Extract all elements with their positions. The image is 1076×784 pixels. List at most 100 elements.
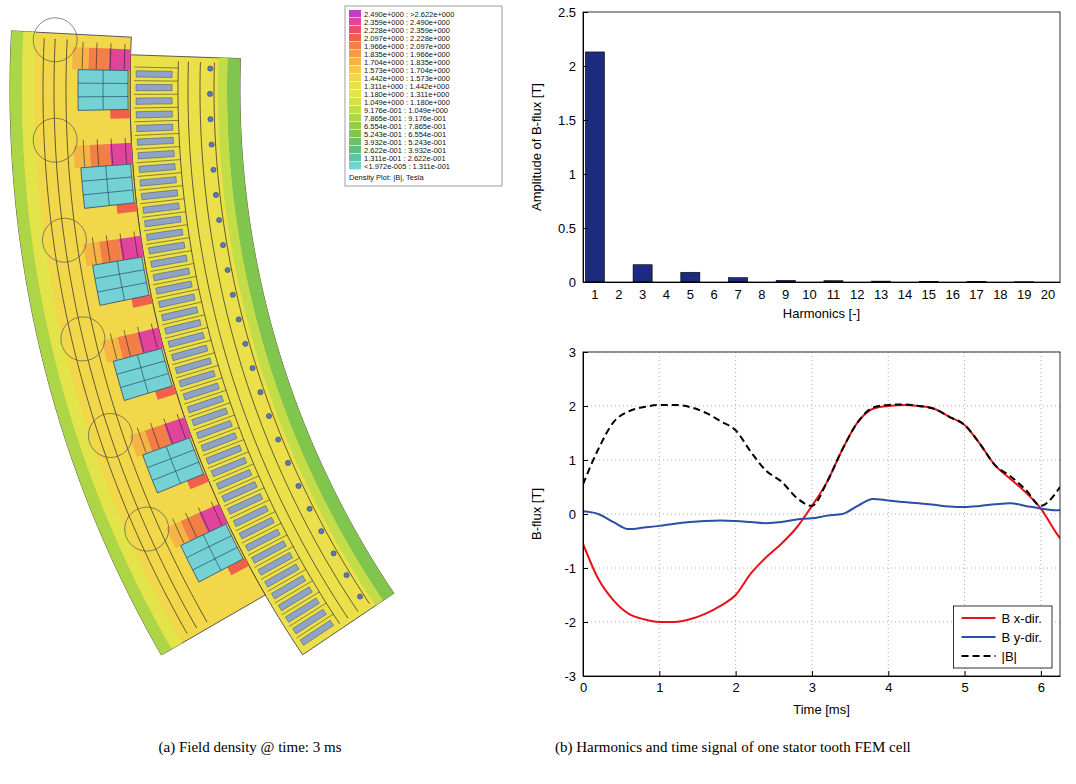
flux-line <box>124 330 130 356</box>
tick-label: 3 <box>569 345 576 360</box>
tick-mark <box>583 671 584 676</box>
tick: 2 <box>569 59 588 74</box>
flux-line <box>134 107 178 109</box>
line-chart: -3-2-101230123456Time [ms]B-flux [T]B x-… <box>529 345 1061 717</box>
slot-divider <box>117 261 124 300</box>
slot <box>141 190 177 200</box>
tick: 19 <box>1017 287 1031 302</box>
flux-line <box>177 414 186 438</box>
series-line <box>583 405 1060 622</box>
saturation-zone <box>99 239 122 264</box>
tick-mark <box>583 622 588 623</box>
legend-label: B x-dir. <box>1002 611 1042 626</box>
tick: 1 <box>569 167 588 182</box>
tick: -1 <box>564 561 588 576</box>
legend-swatch <box>349 66 361 73</box>
legend-title: Density Plot: |B|, Tesla <box>349 173 424 182</box>
slot <box>143 203 179 213</box>
saturation-zone <box>88 48 109 70</box>
flux-line <box>134 231 138 256</box>
tick-label: 19 <box>1017 287 1031 302</box>
core-region <box>218 58 383 606</box>
legend-swatch <box>349 74 361 81</box>
legend-swatch <box>349 146 361 153</box>
flux-line <box>138 327 144 352</box>
flux-line <box>164 419 173 444</box>
tick-label: 12 <box>850 287 864 302</box>
legend: B x-dir.B y-dir.|B| <box>954 606 1052 668</box>
tick-label: 0.5 <box>558 221 576 236</box>
tick-label: 16 <box>945 287 959 302</box>
legend-box <box>954 606 1052 668</box>
tick: 4 <box>885 671 892 695</box>
slot <box>136 84 172 90</box>
region-outline <box>61 317 105 361</box>
slot <box>138 150 174 159</box>
caption: (b) Harmonics and time signal of one sta… <box>555 739 911 756</box>
tick: 2 <box>733 671 740 695</box>
slot <box>140 177 176 187</box>
flux-line <box>137 427 146 452</box>
grid-line <box>583 460 1060 461</box>
flux-line <box>139 186 183 190</box>
tick-label: 1 <box>569 167 576 182</box>
saturation-zone <box>110 109 130 118</box>
legend-swatch <box>349 130 361 137</box>
flux-line <box>96 43 98 69</box>
tick: 12 <box>850 287 864 302</box>
slot <box>168 332 204 347</box>
bar-hole <box>225 267 230 272</box>
bar <box>681 272 700 282</box>
slot <box>175 358 211 374</box>
series-line <box>583 404 1060 506</box>
tick-mark <box>965 671 966 676</box>
flux-line <box>83 140 85 167</box>
slot-divider <box>137 355 148 393</box>
axis-line <box>584 676 1061 677</box>
grid <box>583 352 1060 676</box>
tick-mark <box>583 120 588 121</box>
bar-hole <box>208 66 213 71</box>
bar-hole <box>208 117 213 122</box>
slot <box>156 281 193 294</box>
slot <box>151 255 188 267</box>
slot <box>146 229 183 240</box>
tick: 17 <box>969 287 983 302</box>
y-axis: 00.511.522.5 <box>558 5 588 290</box>
tick: 16 <box>945 287 959 302</box>
bar <box>585 52 604 282</box>
legend-swatch <box>349 114 361 121</box>
slot <box>93 257 149 305</box>
flux-line <box>135 120 179 121</box>
flux-line <box>92 237 96 263</box>
legend-swatch <box>962 617 996 619</box>
slot <box>81 164 134 208</box>
flux-line <box>111 139 113 165</box>
bar-hole <box>250 366 255 371</box>
bars <box>585 52 1033 282</box>
legend-label: |B| <box>1002 649 1017 664</box>
tick-label: -3 <box>564 669 576 684</box>
slot <box>136 98 172 105</box>
region-outline <box>33 18 77 62</box>
flux-line <box>120 233 124 259</box>
legend-box <box>345 6 502 186</box>
legend-swatch <box>349 154 361 161</box>
flux-line <box>125 138 127 164</box>
region-outline <box>42 218 86 262</box>
legend-swatch <box>962 636 996 638</box>
flux-line <box>151 423 160 448</box>
tick-mark <box>583 406 588 407</box>
tick: 2 <box>569 399 588 414</box>
series-line <box>583 499 1060 529</box>
tick-label: 5 <box>961 680 968 695</box>
field-legend: 2.490e+000 : >2.622e+0002.359e+000 : 2.4… <box>345 6 502 186</box>
x-axis-title: Time [ms] <box>793 702 850 717</box>
flux-line <box>110 333 116 359</box>
tick-mark <box>888 671 889 676</box>
bar-hole <box>285 460 290 465</box>
core-region <box>22 31 182 649</box>
slot <box>183 383 219 400</box>
bar <box>728 278 747 282</box>
legend-swatch <box>349 58 361 65</box>
